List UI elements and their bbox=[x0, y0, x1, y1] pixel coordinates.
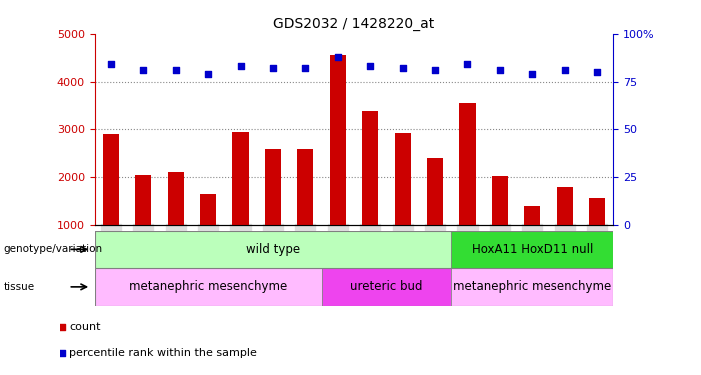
Point bbox=[300, 65, 311, 71]
Bar bbox=[362, 111, 379, 225]
Bar bbox=[95, 231, 451, 268]
Bar bbox=[451, 231, 613, 268]
Point bbox=[235, 63, 246, 69]
Bar bbox=[168, 172, 184, 225]
Bar bbox=[395, 133, 411, 225]
Point bbox=[494, 67, 505, 73]
Bar bbox=[492, 176, 508, 225]
Point bbox=[170, 67, 182, 73]
Point bbox=[57, 324, 68, 330]
Bar bbox=[589, 198, 605, 225]
Bar bbox=[451, 268, 613, 306]
Text: genotype/variation: genotype/variation bbox=[4, 244, 102, 254]
Point bbox=[365, 63, 376, 69]
Bar bbox=[135, 175, 151, 225]
Point bbox=[592, 69, 603, 75]
Bar bbox=[103, 134, 119, 225]
Point bbox=[203, 71, 214, 77]
Text: percentile rank within the sample: percentile rank within the sample bbox=[69, 348, 257, 358]
Bar bbox=[297, 148, 313, 225]
Point bbox=[430, 67, 441, 73]
Text: HoxA11 HoxD11 null: HoxA11 HoxD11 null bbox=[472, 243, 593, 256]
Bar bbox=[459, 103, 475, 225]
Point bbox=[559, 67, 571, 73]
Text: count: count bbox=[69, 322, 101, 332]
Bar bbox=[265, 148, 281, 225]
Bar bbox=[557, 187, 573, 225]
Bar bbox=[329, 55, 346, 225]
Bar bbox=[322, 268, 451, 306]
Bar bbox=[524, 206, 540, 225]
Bar bbox=[200, 194, 216, 225]
Bar bbox=[427, 158, 443, 225]
Text: metanephric mesenchyme: metanephric mesenchyme bbox=[454, 280, 611, 293]
Text: tissue: tissue bbox=[4, 282, 34, 292]
Point bbox=[267, 65, 278, 71]
Point bbox=[397, 65, 408, 71]
Text: metanephric mesenchyme: metanephric mesenchyme bbox=[129, 280, 287, 293]
Point bbox=[105, 62, 116, 68]
Text: wild type: wild type bbox=[246, 243, 300, 256]
Text: ureteric bud: ureteric bud bbox=[350, 280, 423, 293]
Bar bbox=[233, 132, 249, 225]
Point bbox=[57, 350, 68, 356]
Bar bbox=[95, 268, 322, 306]
Point bbox=[526, 71, 538, 77]
Point bbox=[332, 54, 343, 60]
Point bbox=[462, 62, 473, 68]
Title: GDS2032 / 1428220_at: GDS2032 / 1428220_at bbox=[273, 17, 435, 32]
Point bbox=[137, 67, 149, 73]
